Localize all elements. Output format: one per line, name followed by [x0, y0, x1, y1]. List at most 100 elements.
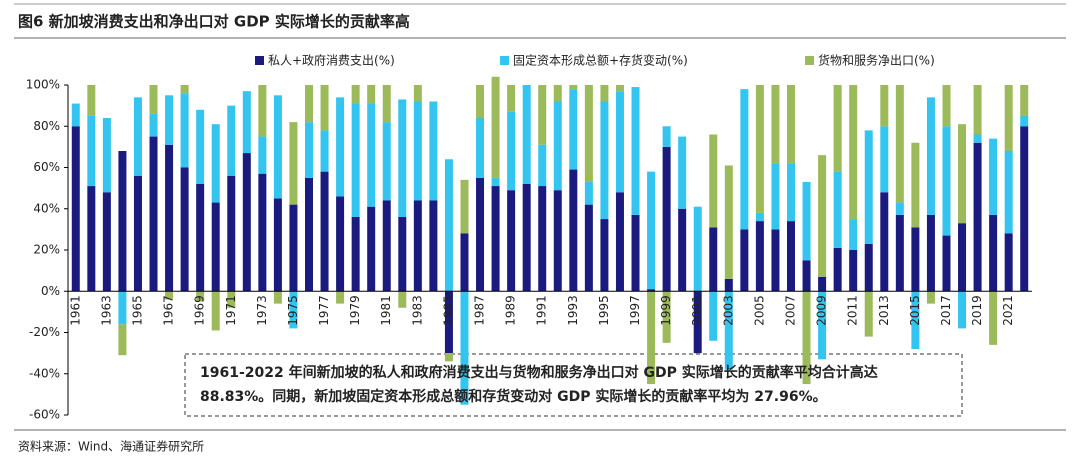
- bar: [631, 87, 640, 215]
- bar: [491, 177, 500, 187]
- bar: [553, 85, 562, 102]
- bar: [133, 97, 142, 176]
- bar: [429, 200, 438, 292]
- bar: [802, 291, 811, 385]
- bar: [336, 97, 345, 197]
- bar: [895, 202, 904, 215]
- bar: [149, 136, 158, 292]
- y-tick-label: 20%: [33, 243, 60, 257]
- bar: [724, 165, 733, 279]
- bar: [398, 217, 407, 292]
- bar: [165, 144, 174, 292]
- bar: [289, 122, 298, 205]
- y-tick-label: -40%: [29, 366, 60, 380]
- bar: [1020, 85, 1029, 116]
- annotation: 88.83%。同期，新加坡固定资本形成总额和存货变动对 GDP 实际增长的贡献率…: [200, 388, 827, 405]
- bar: [693, 206, 702, 292]
- bar: [647, 289, 656, 292]
- bar: [413, 200, 422, 292]
- bar: [102, 118, 111, 193]
- source: 资料来源：Wind、海通证券研究所: [18, 439, 204, 454]
- bar: [507, 85, 516, 112]
- bar: [351, 217, 360, 292]
- bar: [600, 85, 609, 102]
- x-tick-label: 1961: [68, 295, 82, 326]
- bar: [491, 76, 500, 178]
- x-tick-label: 1973: [255, 295, 269, 326]
- bar: [476, 85, 485, 118]
- bar: [211, 202, 220, 292]
- bar: [211, 291, 220, 331]
- bar: [444, 353, 453, 362]
- legend-label: 私人+政府消费支出(%): [268, 53, 395, 68]
- bar: [833, 247, 842, 292]
- bar: [787, 163, 795, 222]
- x-tick-label: 1987: [473, 295, 487, 326]
- bar: [273, 291, 282, 304]
- bar: [258, 85, 267, 137]
- bar: [709, 227, 718, 292]
- bar: [242, 153, 251, 292]
- bar: [320, 171, 329, 292]
- bar: [989, 214, 998, 292]
- bar: [320, 85, 329, 131]
- legend-label: 固定资本形成总额+存货变动(%): [513, 53, 688, 68]
- bar: [911, 142, 920, 228]
- y-tick-label: 100%: [26, 78, 60, 92]
- bar: [553, 101, 562, 191]
- bar: [973, 134, 982, 143]
- bar: [755, 212, 764, 222]
- bar: [926, 97, 935, 215]
- bar: [647, 171, 656, 290]
- bar: [973, 142, 982, 292]
- bar: [942, 85, 951, 127]
- bar: [133, 175, 142, 292]
- x-tick-label: 1981: [379, 295, 393, 326]
- bar: [367, 85, 376, 104]
- bar: [942, 235, 951, 292]
- bar: [118, 324, 127, 356]
- y-tick-label: 60%: [33, 160, 60, 174]
- bar: [87, 85, 96, 116]
- x-tick-label: 1975: [286, 295, 300, 326]
- bar: [382, 122, 391, 201]
- bar: [678, 136, 687, 209]
- bar: [771, 163, 780, 230]
- bar: [87, 115, 96, 187]
- bar: [989, 138, 998, 215]
- bar: [818, 276, 827, 292]
- y-tick-label: 0%: [41, 284, 60, 298]
- bar: [647, 291, 656, 385]
- bar: [367, 103, 376, 207]
- bar: [911, 291, 920, 349]
- bar: [289, 204, 298, 292]
- bar: [180, 85, 189, 94]
- bar: [196, 291, 205, 302]
- bar: [631, 214, 640, 292]
- bar: [507, 111, 516, 191]
- y-tick-label: -60%: [29, 408, 60, 422]
- x-tick-label: 2015: [908, 295, 922, 326]
- bar: [460, 233, 469, 292]
- x-tick-label: 1999: [659, 295, 673, 326]
- y-tick-label: 40%: [33, 201, 60, 215]
- bar: [678, 208, 687, 292]
- bar: [118, 151, 127, 292]
- bar: [180, 93, 189, 168]
- bar: [227, 175, 236, 292]
- x-tick-label: 1989: [504, 295, 518, 326]
- x-tick-label: 1993: [566, 295, 580, 326]
- legend-swatch: [500, 56, 509, 65]
- x-tick-label: 1983: [410, 295, 424, 326]
- bar: [771, 85, 780, 164]
- bar: [413, 85, 422, 102]
- bar: [755, 221, 764, 292]
- bar: [149, 113, 158, 137]
- bar: [460, 291, 469, 405]
- x-tick-label: 2011: [846, 295, 860, 326]
- bar: [569, 89, 578, 170]
- x-tick-label: 2003: [721, 295, 735, 326]
- bar: [429, 101, 438, 201]
- x-tick-label: 2009: [815, 295, 829, 326]
- bar: [102, 192, 111, 292]
